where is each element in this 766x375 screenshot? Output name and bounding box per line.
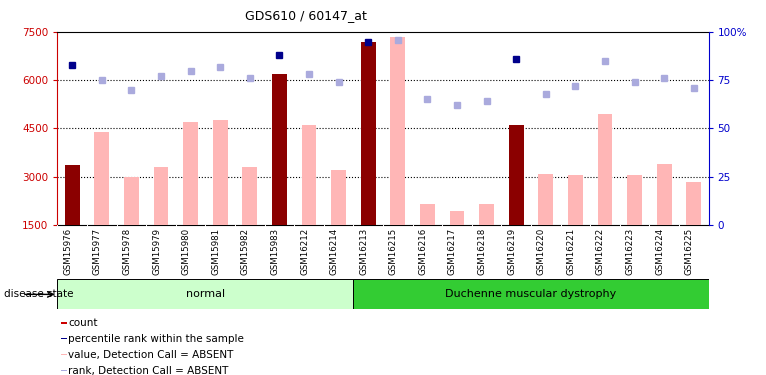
Bar: [124, 177, 139, 225]
Text: GSM16215: GSM16215: [389, 228, 398, 275]
Text: GSM16214: GSM16214: [329, 228, 339, 275]
Text: GSM16224: GSM16224: [655, 228, 664, 275]
Bar: [57, 279, 353, 309]
Bar: [61, 354, 67, 356]
Bar: [61, 322, 67, 324]
Bar: [391, 37, 405, 225]
Bar: [538, 174, 553, 225]
Text: GSM15976: GSM15976: [64, 228, 72, 275]
Bar: [302, 125, 316, 225]
Text: GSM15979: GSM15979: [152, 228, 161, 275]
Text: disease state: disease state: [4, 290, 74, 299]
Bar: [480, 204, 494, 225]
Bar: [420, 204, 435, 225]
Text: GSM15977: GSM15977: [93, 228, 102, 275]
Text: value, Detection Call = ABSENT: value, Detection Call = ABSENT: [68, 350, 234, 360]
Text: GSM15980: GSM15980: [182, 228, 191, 275]
Bar: [183, 122, 198, 225]
Bar: [331, 170, 346, 225]
Bar: [242, 167, 257, 225]
Bar: [65, 165, 80, 225]
Text: GSM16212: GSM16212: [300, 228, 309, 275]
Bar: [627, 175, 642, 225]
Bar: [154, 167, 169, 225]
Bar: [94, 132, 110, 225]
Text: GSM15982: GSM15982: [241, 228, 250, 275]
Bar: [61, 370, 67, 371]
Text: rank, Detection Call = ABSENT: rank, Detection Call = ABSENT: [68, 366, 228, 375]
Text: GSM16217: GSM16217: [448, 228, 457, 275]
Bar: [568, 175, 583, 225]
Text: GSM16222: GSM16222: [596, 228, 605, 275]
Text: GSM15981: GSM15981: [211, 228, 221, 275]
Bar: [509, 125, 524, 225]
Text: count: count: [68, 318, 98, 328]
Text: GSM16213: GSM16213: [359, 228, 368, 275]
Text: normal: normal: [186, 290, 225, 299]
Text: GSM15983: GSM15983: [270, 228, 280, 275]
Bar: [61, 338, 67, 339]
Text: GDS610 / 60147_at: GDS610 / 60147_at: [245, 9, 368, 22]
Bar: [361, 42, 375, 225]
Text: GSM16216: GSM16216: [418, 228, 427, 275]
Text: GSM16219: GSM16219: [507, 228, 516, 275]
Bar: [353, 279, 709, 309]
Text: GSM16225: GSM16225: [685, 228, 694, 275]
Bar: [213, 120, 228, 225]
Text: Duchenne muscular dystrophy: Duchenne muscular dystrophy: [445, 290, 617, 299]
Text: percentile rank within the sample: percentile rank within the sample: [68, 334, 244, 344]
Text: GSM15978: GSM15978: [123, 228, 132, 275]
Text: GSM16218: GSM16218: [477, 228, 486, 275]
Bar: [597, 114, 612, 225]
Text: GSM16220: GSM16220: [537, 228, 546, 275]
Text: GSM16223: GSM16223: [626, 228, 634, 275]
Bar: [656, 164, 672, 225]
Text: GSM16221: GSM16221: [566, 228, 575, 275]
Bar: [272, 74, 286, 225]
Bar: [686, 182, 701, 225]
Bar: [450, 210, 464, 225]
